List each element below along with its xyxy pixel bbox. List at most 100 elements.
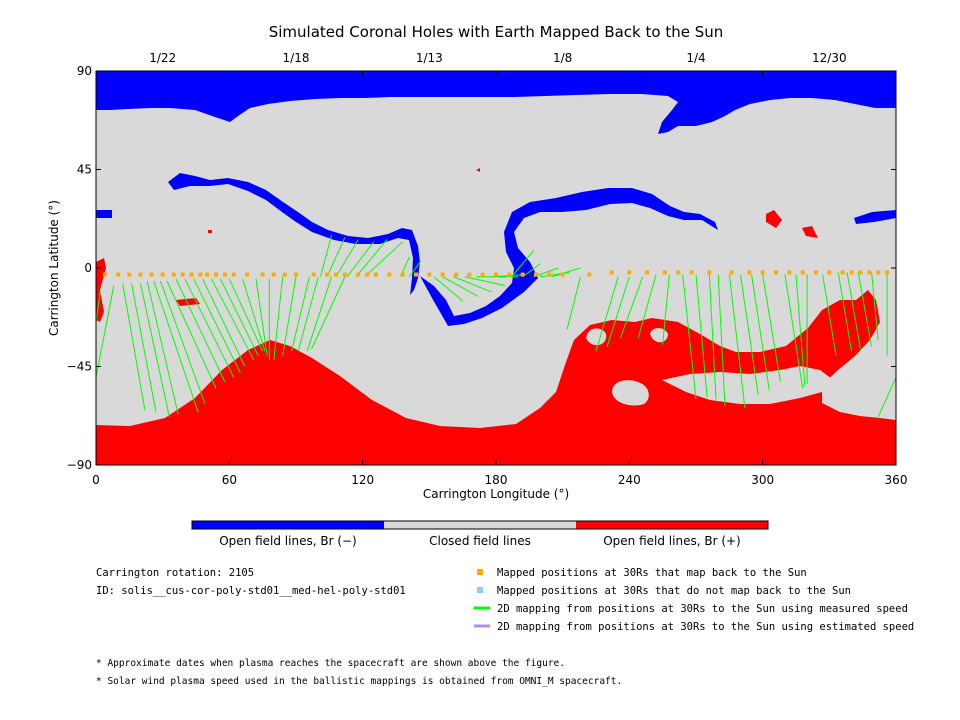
frame-ticks xyxy=(95,70,897,466)
measured-mapping-line xyxy=(846,272,861,350)
mapped-position-point xyxy=(867,270,872,275)
closed-island-1 xyxy=(612,380,649,406)
measured-mapping-line xyxy=(511,250,535,278)
measured-mapping-line xyxy=(619,276,644,339)
mapped-position-point xyxy=(102,272,107,277)
mapped-position-point xyxy=(849,270,854,275)
top-date-label: 1/18 xyxy=(283,51,310,65)
mapped-position-point xyxy=(676,270,681,275)
mapped-position-point xyxy=(827,270,832,275)
measured-mapping-line xyxy=(202,278,246,367)
y-axis-ticks: 90 45 0 −45 −90 xyxy=(67,64,92,472)
mapped-position-point xyxy=(311,272,316,277)
measured-mapping-line xyxy=(442,276,479,297)
negative-coronal-hole-s-curve xyxy=(420,188,718,326)
measured-mapping-line xyxy=(453,276,492,293)
mapped-position-point xyxy=(760,270,765,275)
measured-mapping-line xyxy=(877,377,896,418)
mapped-position-point xyxy=(494,272,498,277)
measured-mapping-line xyxy=(822,274,837,356)
mapped-position-point xyxy=(205,272,210,277)
legend-estimated-label: 2D mapping from positions at 30Rs to the… xyxy=(497,621,914,633)
x-tick-label: 180 xyxy=(485,473,508,487)
mapped-position-point xyxy=(587,272,592,277)
measured-mapping-line xyxy=(306,276,333,352)
colorbar-label-negative: Open field lines, Br (−) xyxy=(219,534,357,548)
measured-mapping-line xyxy=(193,278,241,374)
measured-mapping-line xyxy=(96,285,115,378)
mapped-position-point xyxy=(180,272,185,277)
mapped-position-point xyxy=(260,272,265,277)
measured-mapping-line xyxy=(311,276,346,350)
mapped-position-point xyxy=(149,272,154,277)
top-date-label: 12/30 xyxy=(812,51,847,65)
mapped-position-point xyxy=(547,272,552,277)
legend-unmapped-label: Mapped positions at 30Rs that do not map… xyxy=(497,585,851,597)
model-id-label: ID: solis__cus-cor-poly-std01__med-hel-p… xyxy=(96,585,406,597)
top-date-label: 1/8 xyxy=(553,51,572,65)
mapped-position-point xyxy=(787,270,792,275)
mapped-position-point xyxy=(189,272,194,277)
legend: Mapped positions at 30Rs that map back t… xyxy=(474,567,914,633)
measured-mapping-line xyxy=(606,276,630,347)
measured-mapping-line xyxy=(551,267,581,278)
mapped-position-point xyxy=(198,272,203,277)
legend-measured-label: 2D mapping from positions at 30Rs to the… xyxy=(497,603,908,615)
measured-mapping-line xyxy=(637,274,657,339)
mapped-position-point xyxy=(245,272,250,277)
measured-mapping-line xyxy=(228,278,264,352)
x-tick-label: 360 xyxy=(885,473,908,487)
mapped-position-point xyxy=(325,272,330,277)
measured-mapping-line xyxy=(364,241,404,278)
mapped-position-point xyxy=(662,270,667,275)
mapped-position-point xyxy=(534,272,538,277)
colorbar-closed xyxy=(384,521,576,529)
measured-mapping-line xyxy=(728,274,746,409)
measured-mapping-line xyxy=(595,276,619,352)
measured-mapping-line xyxy=(242,278,266,352)
measured-mapping-line xyxy=(335,239,359,278)
mapped-position-point xyxy=(467,272,472,277)
x-tick-label: 300 xyxy=(751,473,774,487)
measured-mapping-line xyxy=(433,276,463,302)
measured-mapping-line xyxy=(146,281,179,415)
footnote-dates: * Approximate dates when plasma reaches … xyxy=(96,658,565,669)
mapped-position-point xyxy=(127,272,132,277)
mapped-position-point xyxy=(374,272,378,277)
y-tick-label: 45 xyxy=(77,163,92,177)
measured-mapping-line xyxy=(291,276,310,352)
measured-mapping-line xyxy=(717,274,726,406)
top-date-label: 1/22 xyxy=(149,51,176,65)
measured-mapping-line xyxy=(153,280,199,413)
mapped-position-point xyxy=(171,272,176,277)
measured-mapping-line xyxy=(297,276,319,352)
mapped-position-point xyxy=(689,270,694,275)
mapped-position-point xyxy=(342,272,347,277)
colorbar-label-positive: Open field lines, Br (+) xyxy=(603,534,741,548)
mapped-position-point xyxy=(627,270,632,275)
colorbar-negative xyxy=(192,521,384,529)
mapped-position-point xyxy=(138,272,143,277)
measured-mapping-line xyxy=(751,274,770,391)
mapped-position-point xyxy=(440,272,445,277)
measured-mapping-line xyxy=(355,239,388,278)
measured-mapping-line xyxy=(184,278,235,378)
mapped-position-point xyxy=(271,272,276,277)
mapped-position-point xyxy=(876,270,881,275)
measured-mapping-line xyxy=(346,241,375,278)
y-tick-label: −90 xyxy=(67,458,92,472)
positive-patch-small xyxy=(176,298,200,306)
measured-mapping-line xyxy=(282,276,297,356)
measured-mapping-line xyxy=(219,278,259,356)
negative-coronal-hole-band xyxy=(168,173,420,295)
chart-title: Simulated Coronal Holes with Earth Mappe… xyxy=(269,23,724,41)
mapped-position-point xyxy=(116,272,121,277)
x-tick-label: 240 xyxy=(618,473,641,487)
mapped-position-point xyxy=(480,272,485,277)
mapped-position-point xyxy=(454,272,458,277)
mapped-position-point xyxy=(560,272,565,277)
mapped-position-point xyxy=(747,270,752,275)
measured-mapping-line xyxy=(273,276,284,360)
mapped-position-point xyxy=(231,272,236,277)
